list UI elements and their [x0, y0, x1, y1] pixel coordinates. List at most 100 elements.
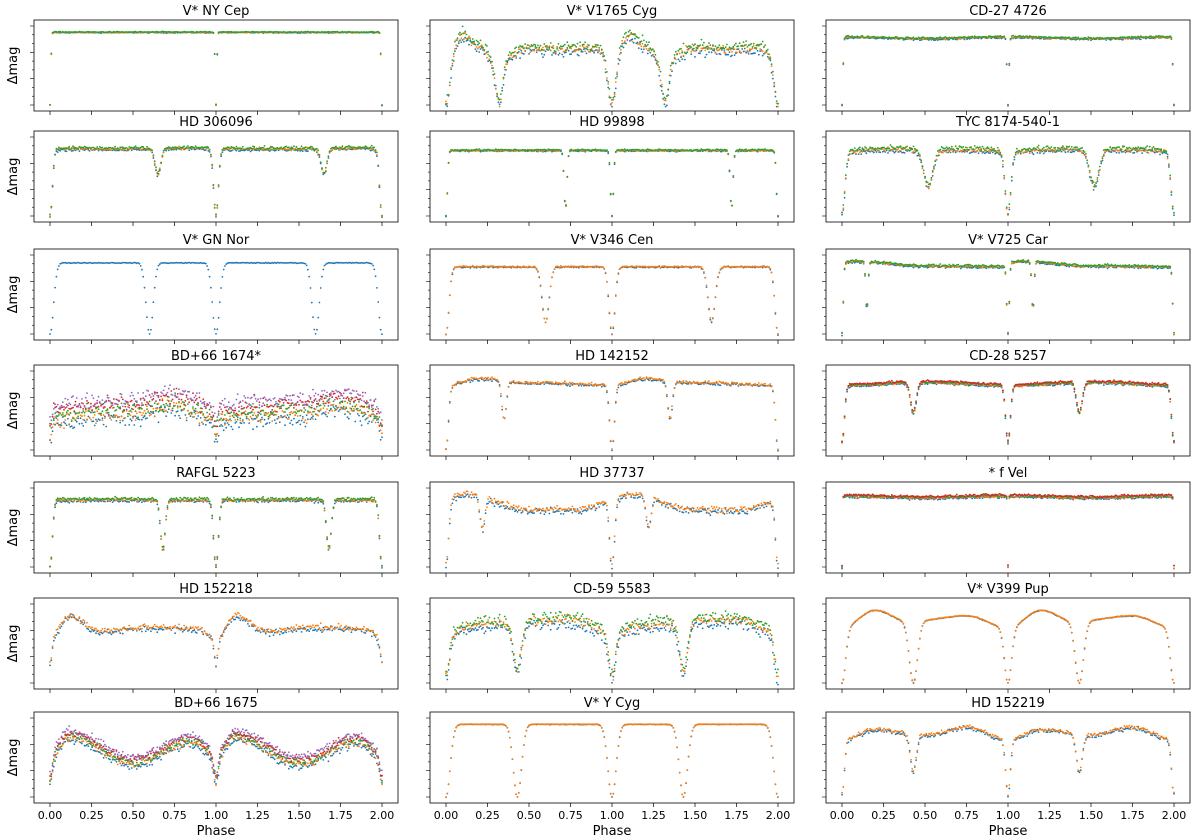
data-point [629, 33, 631, 36]
data-point [1010, 179, 1013, 182]
data-point [454, 50, 456, 53]
data-point [622, 46, 625, 49]
data-point [1101, 155, 1104, 158]
data-point [607, 83, 610, 85]
data-point [724, 46, 727, 49]
data-point [723, 47, 726, 50]
data-point [614, 77, 617, 80]
data-point [210, 153, 212, 156]
data-point [772, 74, 774, 76]
data-point [519, 48, 521, 51]
data-point [732, 45, 735, 48]
data-point [671, 70, 673, 73]
data-point [241, 31, 244, 33]
data-point [724, 52, 727, 54]
data-point [488, 55, 491, 57]
data-point [324, 166, 327, 169]
data-point [454, 40, 456, 43]
data-point [75, 31, 78, 33]
data-point [49, 333, 51, 335]
data-point [358, 31, 360, 34]
data-point [865, 152, 868, 155]
data-point [658, 74, 661, 77]
data-point [1097, 171, 1100, 174]
data-point [74, 31, 77, 33]
data-point [489, 56, 492, 58]
data-point [1148, 145, 1151, 148]
data-point [861, 34, 864, 37]
data-point [464, 36, 467, 39]
data-point [317, 149, 320, 152]
data-point [746, 46, 749, 48]
data-point [626, 35, 629, 37]
data-point [331, 30, 334, 33]
data-point [379, 52, 382, 55]
data-point [130, 148, 133, 151]
data-point [160, 161, 163, 164]
data-point [1049, 147, 1051, 150]
data-point [842, 204, 845, 206]
data-point [593, 51, 595, 54]
data-point [498, 98, 501, 101]
data-point [567, 44, 570, 47]
data-point [1002, 160, 1004, 162]
data-point [455, 44, 458, 46]
data-point [156, 268, 159, 271]
data-point [110, 31, 113, 34]
data-point [340, 147, 342, 149]
data-point [211, 167, 214, 170]
data-point [920, 161, 923, 164]
data-point [1100, 160, 1103, 163]
data-point [641, 42, 644, 45]
data-point [945, 146, 948, 149]
data-point [448, 150, 451, 153]
data-point [446, 94, 449, 96]
data-point [566, 41, 569, 44]
data-point [616, 75, 618, 78]
data-point [451, 59, 454, 61]
data-point [1170, 194, 1173, 196]
data-point [608, 162, 611, 164]
data-point [139, 265, 142, 267]
data-point [562, 56, 565, 58]
data-point [991, 151, 994, 154]
data-point [313, 31, 316, 33]
data-point [657, 64, 659, 66]
data-point [268, 147, 271, 149]
data-point [1105, 39, 1108, 41]
data-point [342, 148, 345, 150]
data-point [356, 31, 359, 34]
data-point [143, 31, 146, 33]
data-point [649, 51, 652, 54]
data-point [314, 31, 317, 33]
data-point [309, 31, 312, 33]
data-point [554, 50, 557, 53]
data-point [841, 211, 843, 214]
data-point [912, 36, 915, 39]
data-point [722, 44, 724, 47]
data-point [690, 46, 693, 48]
data-point [606, 79, 608, 82]
data-point [51, 184, 54, 187]
data-point [537, 44, 539, 47]
data-point [1166, 153, 1169, 156]
data-point [981, 145, 984, 148]
data-point [579, 45, 581, 47]
data-point [1044, 149, 1046, 152]
data-point [907, 149, 910, 152]
data-point [86, 30, 88, 33]
data-point [565, 204, 567, 207]
data-point [479, 39, 482, 42]
data-point [636, 43, 639, 45]
data-point [142, 275, 145, 278]
data-point [911, 147, 914, 150]
data-point [662, 98, 664, 100]
data-point [738, 50, 741, 52]
data-point [365, 31, 368, 34]
data-point [731, 54, 733, 57]
data-point [1005, 63, 1008, 65]
data-point [737, 45, 740, 47]
data-point [916, 149, 919, 152]
data-point [546, 46, 548, 49]
data-point [1036, 151, 1039, 154]
